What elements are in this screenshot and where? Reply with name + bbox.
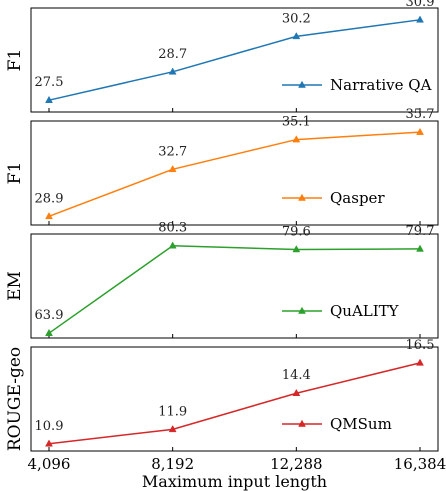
- data-point: [292, 388, 301, 396]
- x-tick-label: 16,384: [394, 455, 446, 473]
- data-label: 35.7: [406, 107, 435, 122]
- data-point: [168, 425, 177, 433]
- data-point: [292, 32, 301, 40]
- x-tick-label: 8,192: [151, 455, 194, 473]
- legend-label: Narrative QA: [330, 76, 432, 94]
- data-label: 27.5: [35, 75, 64, 90]
- data-point: [168, 241, 177, 249]
- data-label: 16.5: [406, 338, 435, 353]
- data-point: [45, 328, 53, 336]
- data-point: [416, 244, 424, 252]
- y-axis-label-4: ROUGE-geo: [5, 347, 25, 451]
- panel-frame-4: [30, 346, 439, 452]
- legend-marker: [298, 193, 306, 201]
- y-axis-label-3: EM: [5, 271, 25, 301]
- data-point: [45, 212, 53, 220]
- data-point: [45, 95, 53, 103]
- series-line-quality: [48, 244, 421, 334]
- data-label: 80.3: [158, 221, 187, 236]
- panel-frame-2: [30, 120, 439, 226]
- y-axis-label-1: F1: [5, 49, 25, 72]
- legend-label: Qasper: [330, 189, 385, 207]
- data-label: 28.7: [158, 47, 187, 62]
- x-tick-label: 12,288: [270, 455, 323, 473]
- data-label: 30.2: [282, 11, 311, 26]
- x-tick-label: 4,096: [28, 455, 71, 473]
- series-line-narrative-qa: [48, 19, 421, 101]
- legend-marker: [298, 306, 306, 314]
- data-label: 35.1: [282, 115, 311, 130]
- series-line-qasper: [48, 131, 421, 218]
- data-label: 28.9: [35, 191, 64, 206]
- data-label: 79.7: [406, 224, 435, 239]
- series-line-qmsum: [48, 362, 421, 445]
- data-label: 14.4: [282, 368, 311, 383]
- data-point: [416, 358, 424, 366]
- data-label: 79.6: [282, 224, 311, 239]
- data-point: [292, 135, 301, 143]
- data-label: 11.9: [158, 404, 187, 419]
- legend-label: QMSum: [330, 415, 392, 433]
- x-axis-label: Maximum input length: [142, 472, 327, 491]
- data-point: [45, 439, 53, 447]
- panel-frame-3: [30, 233, 439, 339]
- data-point: [292, 245, 301, 253]
- data-point: [416, 15, 424, 23]
- data-label: 10.9: [35, 419, 64, 434]
- legend-label: QuALITY: [330, 302, 400, 320]
- data-point: [168, 164, 177, 173]
- data-point: [416, 127, 424, 135]
- data-label: 63.9: [35, 308, 64, 323]
- panel-frame-1: [30, 7, 439, 113]
- data-label: 32.7: [158, 144, 187, 159]
- legend-marker: [298, 80, 306, 88]
- legend-marker: [298, 419, 306, 427]
- y-axis-label-2: F1: [5, 162, 25, 185]
- data-label: 30.9: [406, 0, 435, 10]
- data-point: [168, 67, 177, 75]
